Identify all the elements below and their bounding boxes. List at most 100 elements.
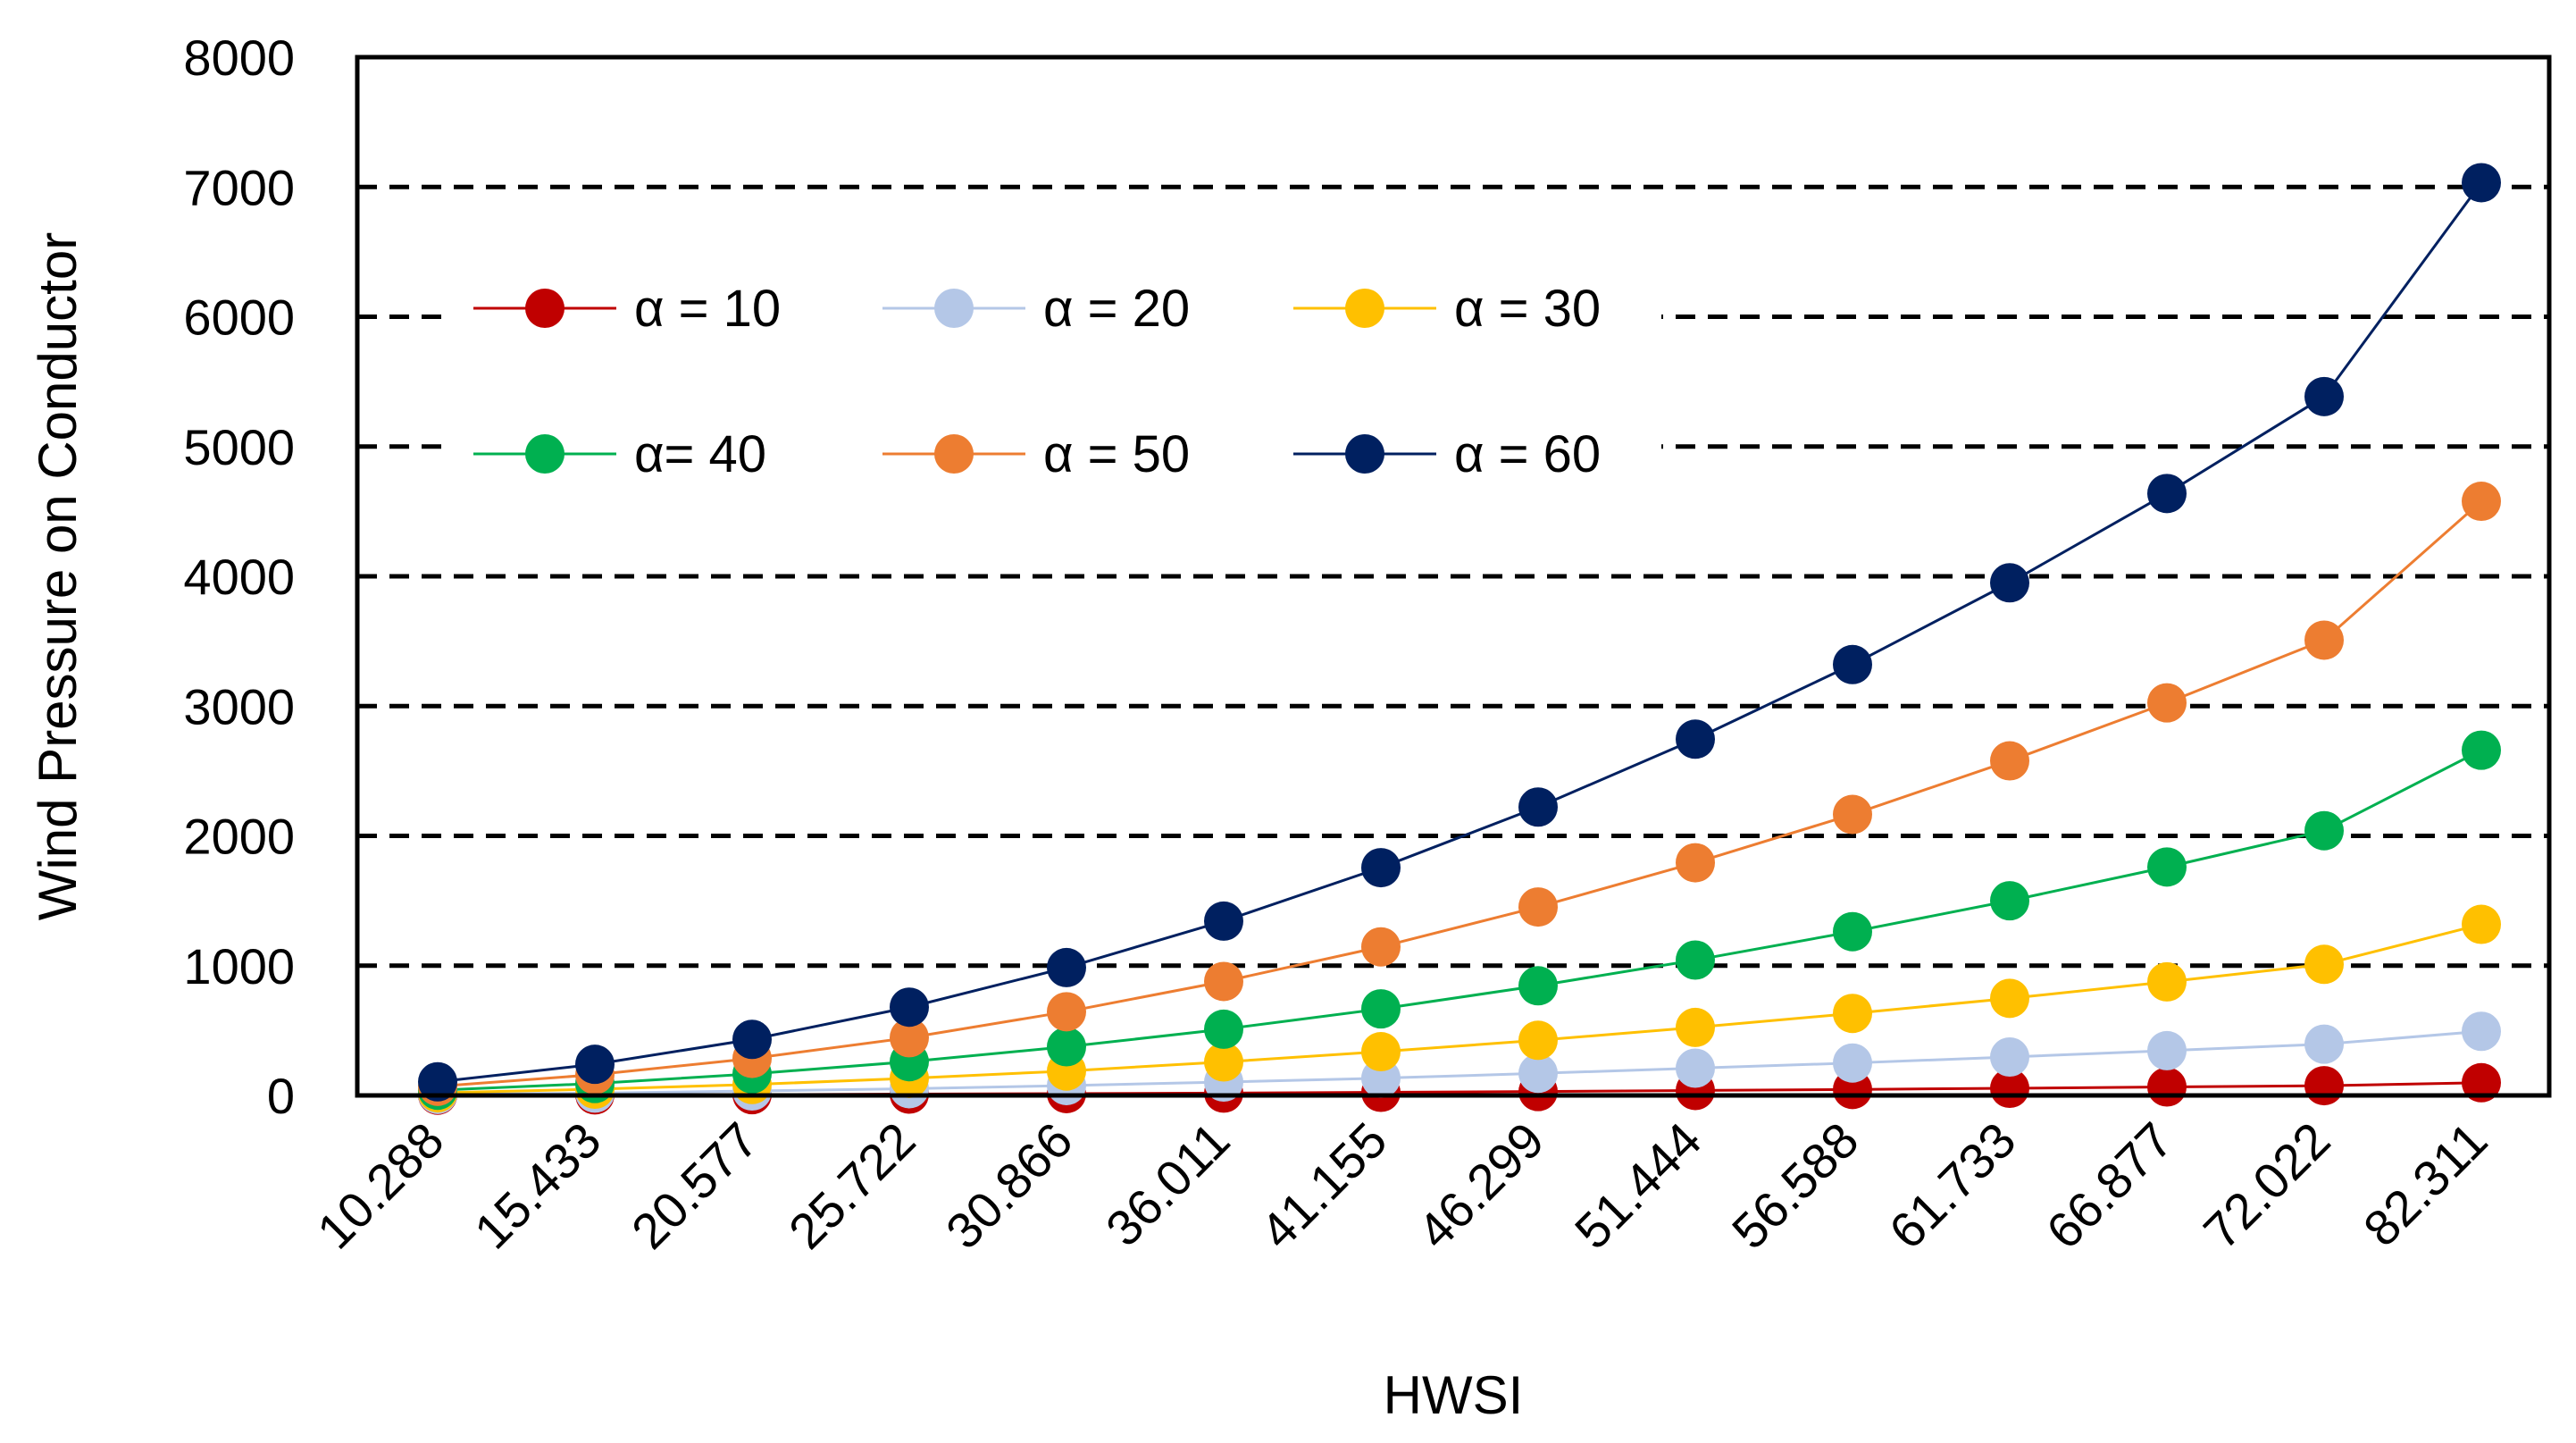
data-point (1518, 1020, 1558, 1061)
data-point (1204, 1042, 1243, 1082)
data-point (1361, 848, 1401, 888)
data-point (890, 1018, 929, 1058)
data-point (890, 987, 929, 1028)
legend-item: α = 30 (1293, 280, 1601, 338)
x-tick-label: 30.866 (935, 1112, 1083, 1260)
data-point (418, 1061, 457, 1102)
x-tick-label: 20.577 (621, 1112, 769, 1260)
series-1 (418, 1062, 2501, 1115)
series-4 (418, 730, 2501, 1111)
series-6 (418, 163, 2501, 1102)
y-tick-label: 8000 (183, 29, 295, 86)
legend-marker (525, 434, 565, 474)
legend-label: α = 50 (1043, 425, 1190, 483)
x-tick-label: 82.311 (2353, 1112, 2498, 1257)
data-point (1518, 787, 1558, 827)
y-tick-label: 1000 (183, 938, 295, 994)
data-point (575, 1044, 615, 1085)
data-point (732, 1019, 772, 1060)
data-point (2147, 474, 2187, 514)
data-point (1833, 911, 1872, 952)
series-3 (418, 904, 2501, 1113)
data-point (2462, 904, 2501, 944)
data-point (2147, 961, 2187, 1002)
data-point (1990, 978, 2029, 1019)
legend-marker (1345, 434, 1384, 474)
data-point (2462, 482, 2501, 522)
series-line (437, 749, 2482, 1092)
data-point (1833, 1043, 1872, 1083)
plot-area-frame (355, 55, 2552, 1098)
data-point (2147, 1067, 2187, 1107)
x-tick-label: 72.022 (2193, 1112, 2341, 1260)
x-tick-label: 51.444 (1564, 1112, 1712, 1260)
x-tick-label: 25.722 (778, 1112, 926, 1260)
data-point (2462, 1062, 2501, 1103)
data-point (1990, 1069, 2029, 1109)
data-point (2462, 1011, 2501, 1052)
y-axis-ticks: 0 1000 2000 3000 4000 5000 6000 7000 8000 (183, 29, 295, 1124)
data-point (1204, 901, 1243, 941)
data-point (1361, 1032, 1401, 1072)
x-tick-label: 46.299 (1407, 1112, 1555, 1260)
x-tick-label: 10.288 (306, 1112, 455, 1260)
data-point (1518, 966, 1558, 1006)
data-point (1676, 940, 1715, 980)
x-tick-label: 66.877 (2036, 1112, 2184, 1260)
y-tick-label: 0 (267, 1068, 295, 1124)
legend-label: α = 60 (1454, 425, 1601, 483)
x-axis-ticks: 10.288 15.433 20.577 25.722 30.866 36.011 41.1… (306, 1112, 2498, 1260)
legend-item: α= 40 (473, 425, 766, 483)
data-point (1518, 887, 1558, 927)
data-point (2304, 1066, 2344, 1106)
data-point (1676, 719, 1715, 759)
data-point (1676, 1048, 1715, 1088)
x-tick-label: 15.433 (464, 1112, 612, 1260)
data-point (1833, 994, 1872, 1034)
data-point (2304, 944, 2344, 985)
series-2 (418, 1011, 2501, 1114)
data-point (2304, 376, 2344, 416)
data-point (2462, 163, 2501, 203)
legend-label: α = 30 (1454, 280, 1601, 338)
data-point (1676, 1007, 1715, 1047)
y-tick-label: 5000 (183, 419, 295, 475)
data-point (2304, 1024, 2344, 1064)
legend-background (447, 241, 1661, 509)
series-line (437, 181, 2483, 1084)
y-tick-label: 3000 (183, 678, 295, 734)
x-tick-label: 36.011 (1095, 1112, 1241, 1257)
legend-label: α = 10 (634, 280, 781, 338)
y-axis-title: Wind Pressure on Conductor (28, 232, 88, 920)
y-tick-label: 2000 (183, 809, 295, 865)
data-point (1676, 843, 1715, 883)
data-point (1361, 989, 1401, 1029)
data-point (2462, 730, 2501, 770)
data-point (1990, 741, 2029, 781)
legend-item: α = 20 (882, 280, 1190, 338)
legend-marker (525, 289, 565, 328)
data-point (2304, 620, 2344, 660)
legend-marker (934, 434, 974, 474)
data-point (1047, 947, 1086, 987)
data-point (1990, 881, 2029, 921)
data-point (2147, 683, 2187, 723)
data-point (1204, 961, 1243, 1002)
legend-label: α= 40 (634, 425, 766, 483)
y-tick-label: 7000 (183, 159, 295, 215)
data-point (1047, 992, 1086, 1032)
legend-item: α = 60 (1293, 425, 1601, 483)
legend: α = 10 α = 20 α = 30 α= 40 α = 50 α = 60 (447, 241, 1661, 509)
y-tick-label: 6000 (183, 289, 295, 346)
legend-marker (1345, 289, 1384, 328)
data-point (1833, 644, 1872, 684)
series-line (437, 1029, 2482, 1096)
legend-item: α = 10 (473, 280, 781, 338)
data-point (1518, 1053, 1558, 1094)
legend-item: α = 50 (882, 425, 1190, 483)
data-point (1990, 1037, 2029, 1078)
data-point (1361, 927, 1401, 967)
data-point (1990, 563, 2029, 603)
x-tick-label: 56.588 (1721, 1112, 1869, 1260)
